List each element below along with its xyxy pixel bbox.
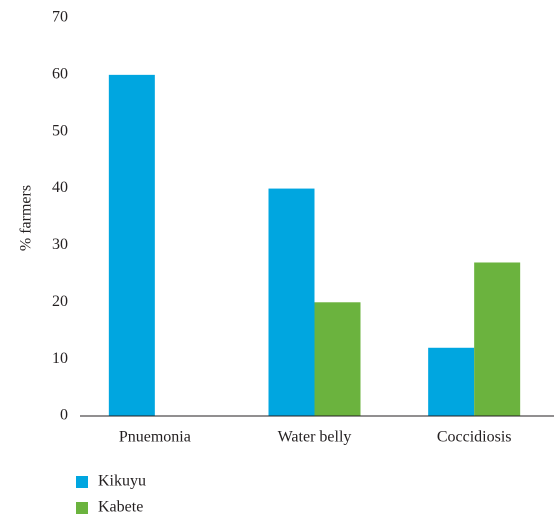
x-tick-label: Pnuemonia — [119, 429, 191, 446]
x-tick-label: Water belly — [278, 429, 352, 446]
y-tick-label: 0 — [60, 407, 68, 424]
legend-label: Kabete — [98, 499, 143, 516]
y-tick-label: 50 — [52, 122, 68, 139]
bar — [268, 188, 315, 416]
bar — [314, 302, 361, 416]
x-tick-label: Coccidiosis — [437, 429, 512, 446]
legend-label: Kikuyu — [98, 473, 146, 490]
legend-swatch — [76, 476, 88, 488]
y-tick-label: 60 — [52, 66, 68, 83]
bar — [474, 262, 521, 416]
y-axis-label: % farmers — [18, 185, 35, 251]
y-tick-label: 30 — [52, 236, 68, 253]
y-tick-label: 20 — [52, 293, 68, 310]
y-tick-label: 40 — [52, 179, 68, 196]
y-tick-label: 10 — [52, 350, 68, 367]
bar — [108, 74, 155, 416]
legend-swatch — [76, 502, 88, 514]
bar — [428, 347, 475, 416]
y-tick-label: 70 — [52, 9, 68, 26]
